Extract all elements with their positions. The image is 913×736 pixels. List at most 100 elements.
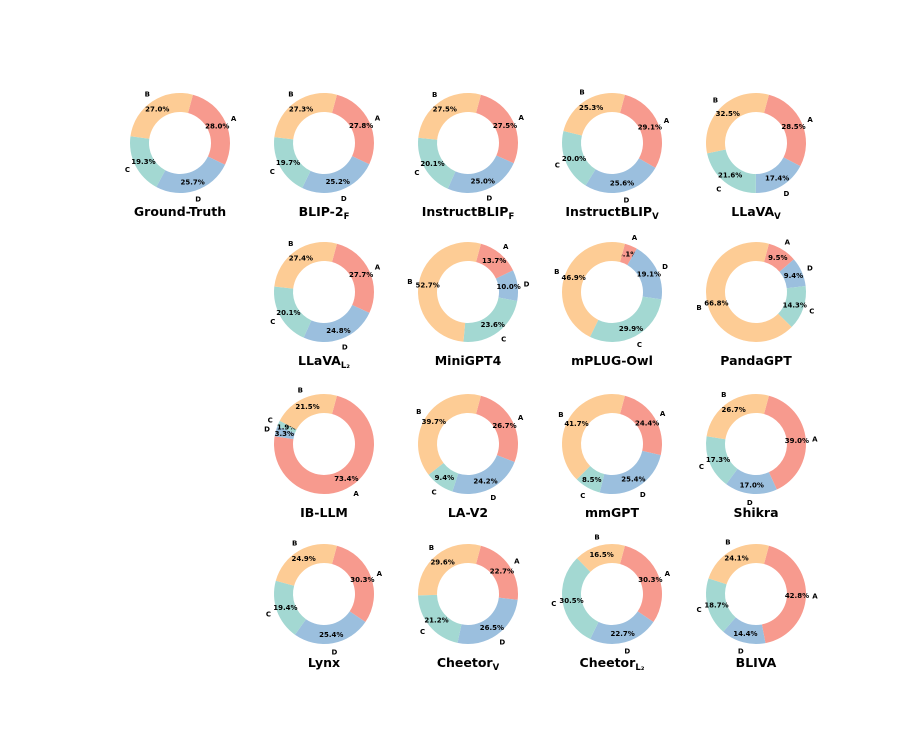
chart-title: IB-LLM [300, 505, 348, 520]
slice-d [723, 617, 766, 644]
slice-d [447, 155, 514, 193]
slice-category-label: B [594, 533, 599, 541]
chart-title: Ground-Truth [134, 204, 226, 219]
slice-value-label: 21.2% [424, 617, 448, 625]
slice-category-label: D [662, 263, 668, 271]
donut-chart-10: 73.4% A 3.3% D 1.9% C 21.5% B IB-LLM [264, 386, 374, 520]
slice-category-label: B [713, 97, 718, 105]
slice-d [599, 450, 661, 494]
chart-title: InstructBLIPV [565, 204, 659, 222]
donut-chart-17: 42.8% A 14.4% D 18.7%C 24.1% B BLIVA [697, 539, 819, 670]
chart-title: BLIP-2F [299, 204, 350, 222]
chart-title: LLaVAL₂ [298, 353, 350, 371]
slice-value-label: 73.4% [334, 475, 358, 483]
slice-value-label: 28.5% [781, 123, 805, 131]
slice-a [764, 395, 806, 490]
slice-category-label: B [579, 89, 584, 97]
slice-a [332, 243, 374, 313]
slice-value-label: 10.0% [496, 283, 520, 291]
slice-value-label: 29.9% [619, 325, 643, 333]
chart-title: Shikra [733, 505, 778, 520]
slice-category-label: A [812, 436, 818, 444]
slice-category-label: A [785, 239, 791, 247]
slice-c [706, 436, 738, 485]
slice-c [561, 558, 599, 640]
slice-value-label: 52.7% [415, 281, 439, 289]
slice-category-label: C [268, 416, 273, 424]
slice-value-label: 26.5% [480, 624, 504, 632]
slice-b [705, 92, 769, 154]
slice-value-label: 32.5% [716, 110, 740, 118]
slice-category-label: D [332, 649, 338, 657]
slice-value-label: 25.4% [319, 631, 343, 639]
slice-value-label: 22.7% [611, 630, 635, 638]
slice-value-label: 9.5% [768, 254, 787, 262]
slice-b [274, 242, 337, 289]
slice-value-label: 17.0% [740, 481, 764, 489]
slice-value-label: 27.8% [349, 122, 373, 130]
slice-value-label: 20.1% [276, 309, 300, 317]
chart-title: LLaVAV [731, 204, 781, 222]
slice-value-label: 27.5% [493, 122, 517, 130]
slice-a [476, 545, 518, 600]
slice-category-label: C [699, 463, 704, 471]
slice-category-label: C [431, 489, 436, 497]
slice-value-label: 29.1% [638, 124, 662, 132]
chart-title: MiniGPT4 [435, 353, 502, 368]
donut-chart-1: 28.0%A 25.7% D 19.3%C 27.0% B Ground-Truth [125, 90, 237, 219]
slice-category-label: C [580, 492, 585, 500]
slice-value-label: 27.4% [289, 255, 313, 263]
slice-value-label: 25.7% [180, 179, 204, 187]
slice-category-label: C [414, 169, 419, 177]
slice-category-label: A [660, 410, 666, 418]
donut-chart-14: 30.3%A 25.4% D 19.4%C 24.9% B Lynx [266, 539, 383, 670]
slice-value-label: 24.1% [724, 554, 748, 562]
slice-value-label: 21.6% [718, 171, 742, 179]
slice-value-label: 20.0% [562, 155, 586, 163]
slice-category-label: D [784, 190, 790, 198]
slice-value-label: 39.7% [422, 418, 446, 426]
slice-b [130, 92, 193, 139]
slice-category-label: B [725, 539, 730, 547]
donut-chart-15: 22.7%A 26.5% D 21.2% C 29.6% B CheetorV [418, 544, 520, 673]
slice-value-label: 22.7% [490, 567, 514, 575]
slice-c [463, 297, 518, 342]
slice-category-label: B [288, 240, 293, 248]
slice-value-label: 14.3% [783, 302, 807, 310]
slice-category-label: D [624, 197, 630, 205]
slice-d [274, 426, 296, 440]
chart-title: mPLUG-Owl [571, 353, 653, 368]
slice-value-label: 24.8% [326, 327, 350, 335]
slice-b [577, 544, 625, 572]
slice-category-label: A [632, 234, 638, 242]
slice-category-label: D [738, 647, 744, 655]
slice-value-label: 26.7% [492, 422, 516, 430]
slice-category-label: C [555, 162, 560, 170]
slice-a [188, 94, 230, 165]
slice-b [417, 394, 481, 475]
slice-value-label: 8.5% [582, 476, 601, 484]
slice-value-label: 20.1% [420, 160, 444, 168]
slice-category-label: D [524, 281, 530, 289]
slice-b [708, 544, 769, 585]
slice-c [418, 594, 462, 643]
slice-value-label: 26.7% [721, 406, 745, 414]
slice-b [561, 241, 625, 337]
slice-value-label: 30.3% [350, 576, 374, 584]
slice-value-label: 17.4% [765, 175, 789, 183]
slice-category-label: B [432, 91, 437, 99]
slice-d [302, 156, 370, 193]
donut-chart-13: 39.0% A 17.0% D 17.3%C 26.7% B Shikra [699, 391, 818, 520]
slice-category-label: B [407, 278, 412, 286]
chart-title: InstructBLIPF [422, 204, 515, 222]
slice-category-label: A [664, 117, 670, 125]
slice-category-label: D [747, 499, 753, 507]
slice-d [452, 455, 515, 494]
slice-category-label: D [264, 425, 270, 433]
slice-value-label: 27.5% [433, 106, 457, 114]
slice-value-label: 23.6% [481, 321, 505, 329]
slice-c [428, 463, 459, 492]
